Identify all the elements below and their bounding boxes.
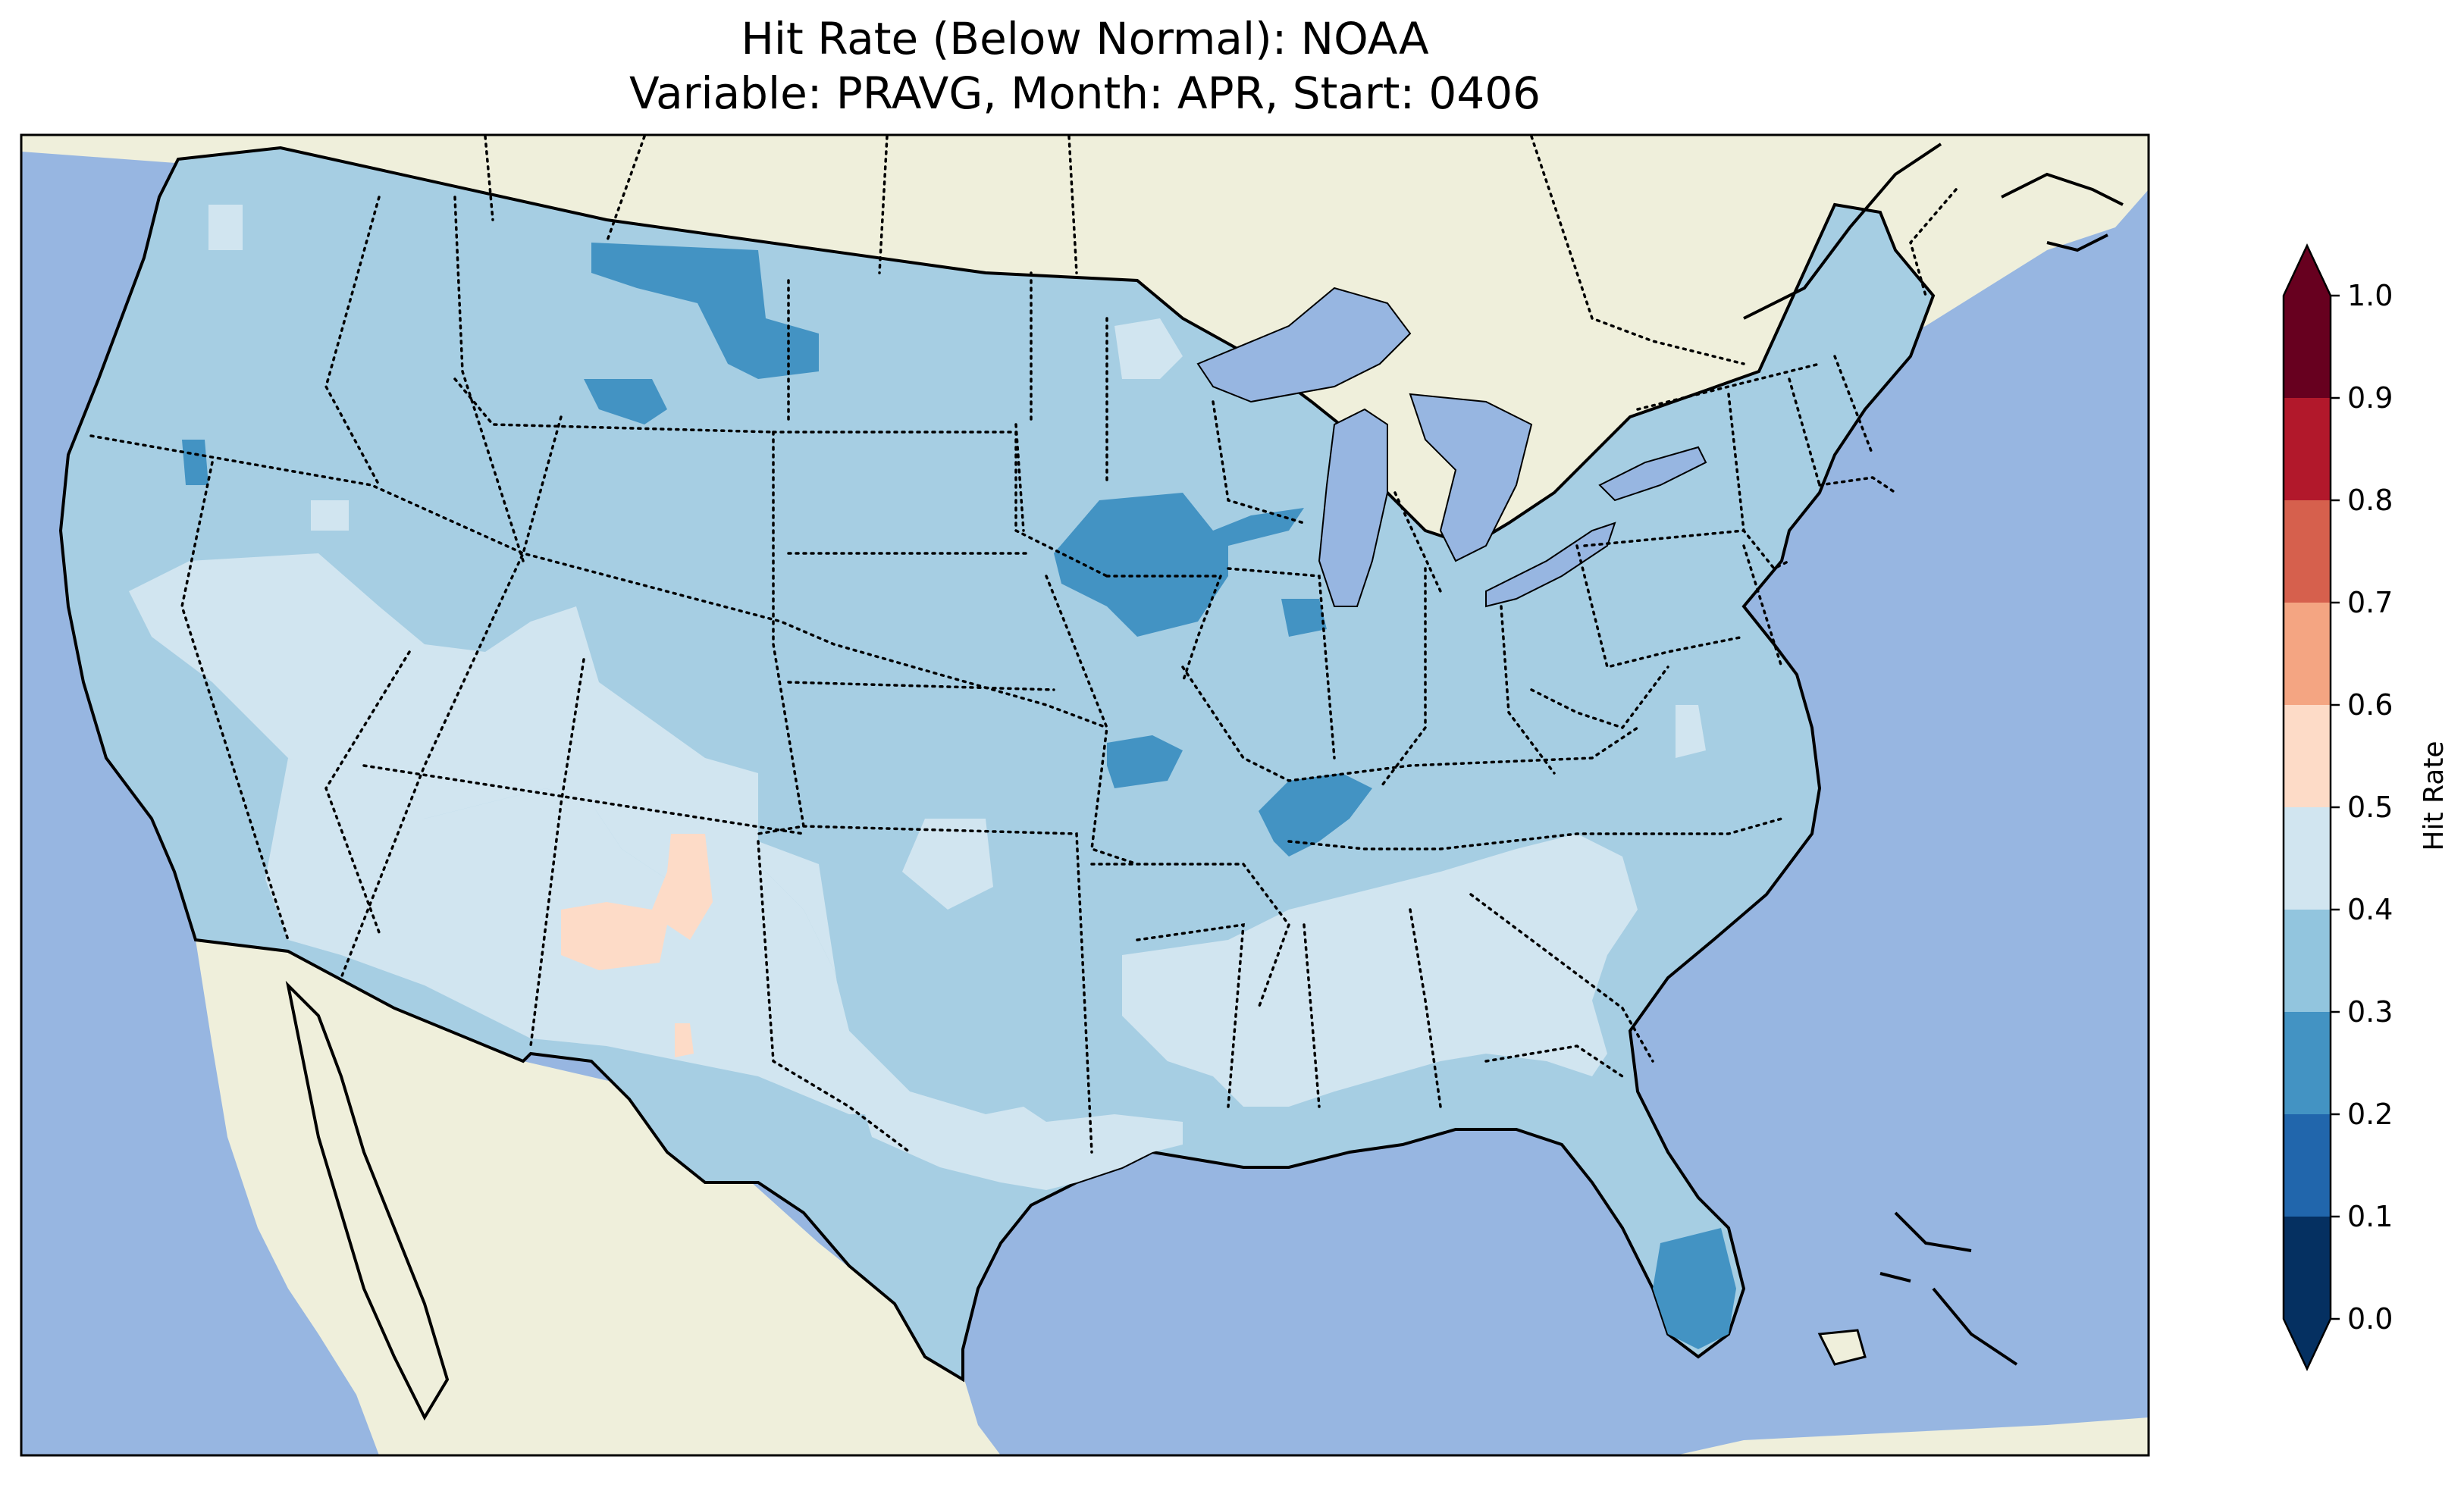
region-0-2-0-3-montana-south bbox=[584, 379, 667, 424]
colorbar-tick-label-5: 0.5 bbox=[2347, 791, 2393, 824]
lake-erie bbox=[1485, 521, 1616, 608]
colorbar-bin-4 bbox=[2284, 807, 2331, 910]
province-boundaries bbox=[484, 135, 1958, 365]
lake-huron bbox=[1409, 393, 1533, 562]
colorbar-bin-7 bbox=[2284, 500, 2331, 603]
region-0-4-0-5-minnesota bbox=[1114, 318, 1183, 379]
region-0-2-0-3-montana bbox=[591, 243, 819, 379]
colorbar-bin-3 bbox=[2284, 910, 2331, 1012]
colorbar-tick-label-6: 0.6 bbox=[2347, 688, 2393, 722]
colorbar-bin-1 bbox=[2284, 1114, 2331, 1217]
region-0-5-0-6-new-mexico-south bbox=[675, 1023, 694, 1057]
colorbar-tick-label-0: 0.0 bbox=[2347, 1302, 2393, 1336]
region-0-4-0-5-oregon bbox=[311, 500, 349, 531]
colorbar-bin-9 bbox=[2284, 296, 2331, 398]
baja-peninsula bbox=[285, 980, 450, 1421]
colorbar-tick-label-7: 0.7 bbox=[2347, 586, 2393, 619]
colorbar-tick-label-2: 0.2 bbox=[2347, 1098, 2393, 1131]
colorbar-tick-label-4: 0.4 bbox=[2347, 893, 2393, 926]
map-axes bbox=[21, 135, 2149, 1455]
colorbar-extend-min bbox=[2284, 1319, 2331, 1369]
colorbar-extend-max bbox=[2284, 246, 2331, 296]
coastlines-extra bbox=[1743, 143, 2124, 1366]
colorbar-ticks: 0.0 0.1 0.2 0.3 0.4 0.5 0.6 0.7 0.8 0.9 1.0 bbox=[2331, 279, 2393, 1336]
lake-ontario bbox=[1598, 446, 1707, 502]
colorbar-bins bbox=[2284, 296, 2331, 1319]
region-0-4-0-5-washington bbox=[208, 205, 243, 250]
region-0-5-0-6-new-mexico bbox=[561, 834, 713, 970]
colorbar-tick-label-8: 0.8 bbox=[2347, 484, 2393, 517]
region-0-2-0-3-tennessee bbox=[1259, 773, 1372, 857]
region-0-4-0-5-virginia bbox=[1676, 705, 1706, 758]
colorbar-tick-label-10: 1.0 bbox=[2347, 279, 2393, 312]
colorbar-tick-label-9: 0.9 bbox=[2347, 381, 2393, 415]
colorbar-tick-label-3: 0.3 bbox=[2347, 995, 2393, 1029]
region-0-2-0-3-oregon bbox=[182, 440, 208, 485]
region-0-2-0-3-missouri bbox=[1107, 735, 1183, 788]
map-frame bbox=[20, 133, 2150, 1457]
colorbar-bin-8 bbox=[2284, 398, 2331, 500]
colorbar: 0.0 0.1 0.2 0.3 0.4 0.5 0.6 0.7 0.8 0.9 1.0 Hit Ra… bbox=[2282, 243, 2450, 1371]
colorbar-bin-0 bbox=[2284, 1217, 2331, 1319]
colorbar-label: Hit Rate bbox=[2419, 741, 2450, 850]
map-title-line-1: Hit Rate (Below Normal): NOAA bbox=[741, 13, 1429, 64]
colorbar-bin-5 bbox=[2284, 705, 2331, 807]
colorbar-bin-6 bbox=[2284, 603, 2331, 705]
lake-superior bbox=[1196, 287, 1412, 403]
region-0-4-0-5-southeast bbox=[1122, 834, 1638, 1107]
region-0-2-0-3-illinois bbox=[1281, 599, 1327, 637]
region-0-2-0-3-florida bbox=[1653, 1228, 1736, 1349]
colorbar-bin-2 bbox=[2284, 1012, 2331, 1114]
colorbar-tick-label-1: 0.1 bbox=[2347, 1200, 2393, 1233]
map-title-line-2: Variable: PRAVG, Month: APR, Start: 0406 bbox=[629, 67, 1541, 119]
state-boundaries bbox=[89, 196, 1897, 1154]
region-0-2-0-3-iowa bbox=[1054, 493, 1304, 637]
lake-michigan bbox=[1318, 408, 1388, 607]
region-0-4-0-5-oklahoma bbox=[902, 819, 993, 910]
cuba-land bbox=[1607, 1417, 2149, 1455]
bahamas-island bbox=[1817, 1329, 1867, 1366]
